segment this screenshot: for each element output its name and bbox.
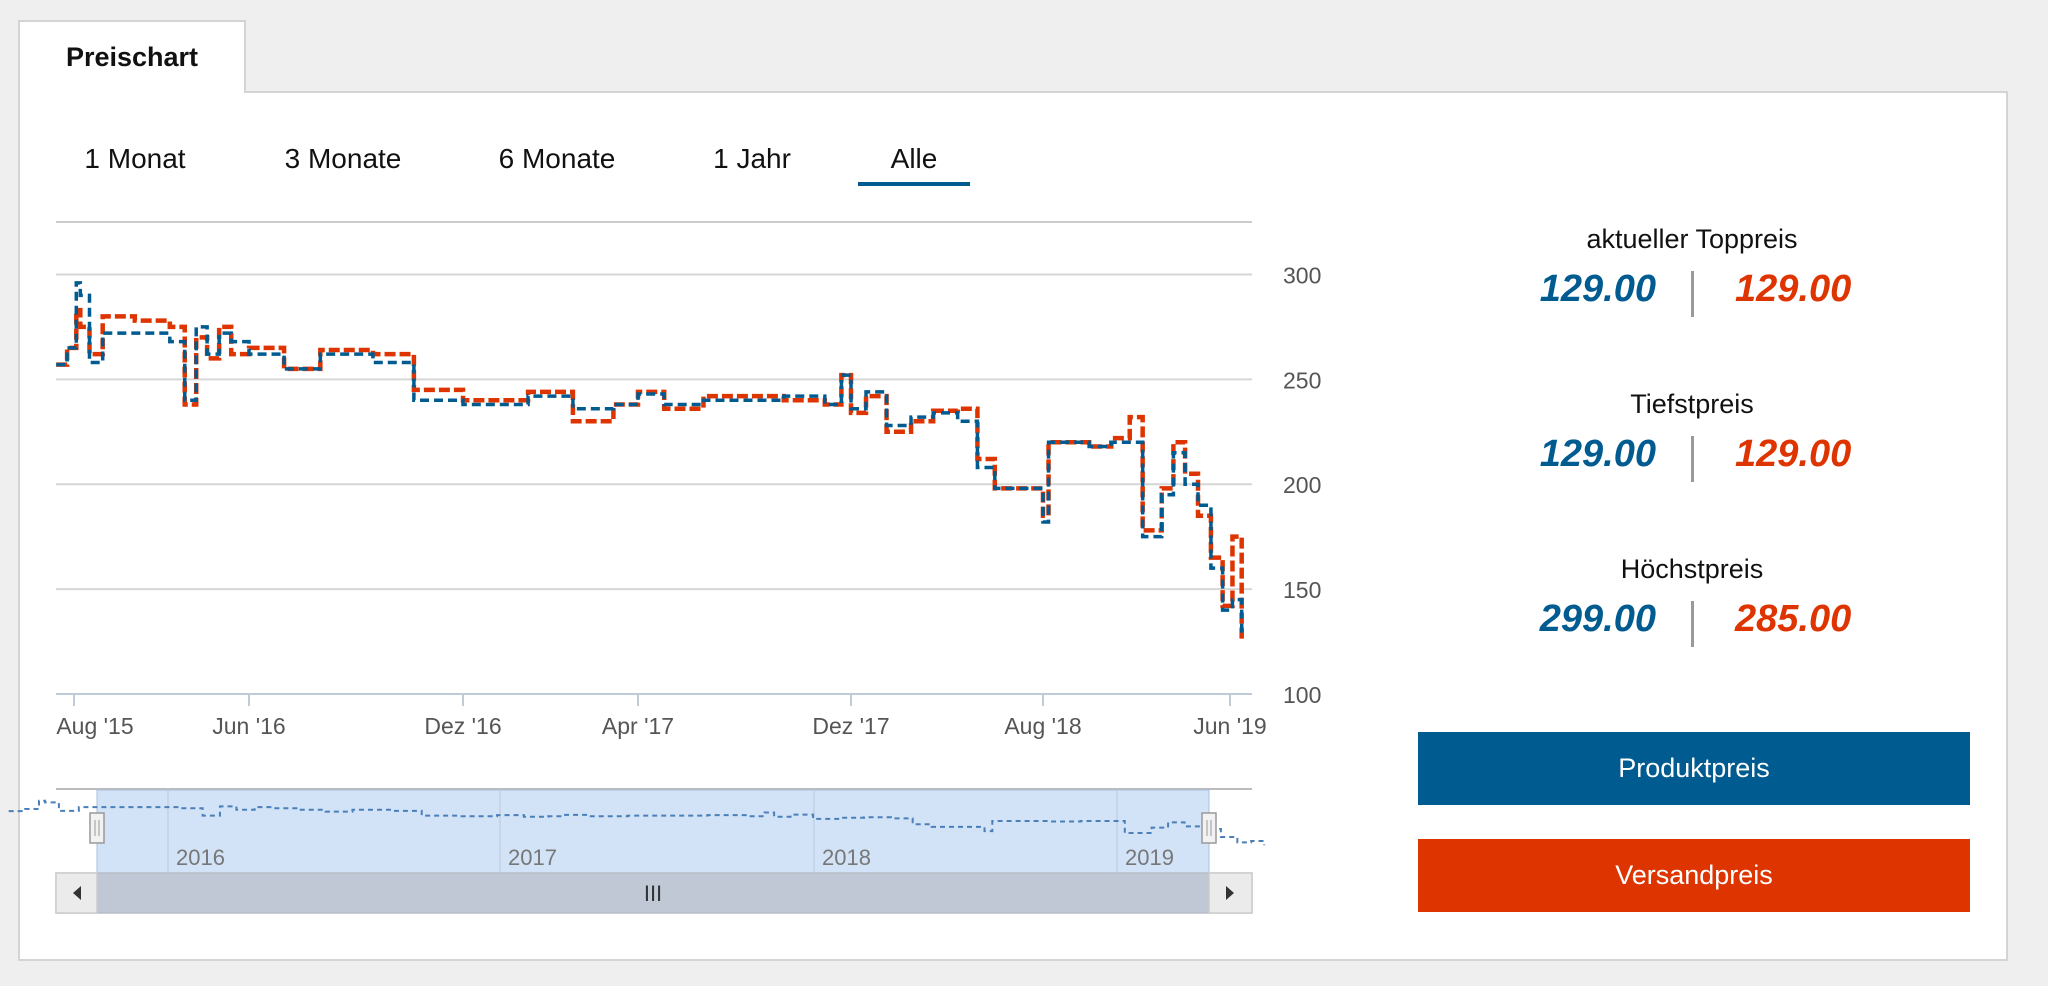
scroll-left-arrow-icon bbox=[73, 886, 81, 900]
active-range-indicator bbox=[858, 182, 970, 186]
versandpreis-button[interactable]: Versandpreis bbox=[1418, 839, 1970, 912]
navigator-series-line bbox=[8, 799, 1266, 846]
toppreis-product-value: 129.00 bbox=[1539, 268, 1656, 310]
tiefstpreis-product-value: 129.00 bbox=[1539, 433, 1656, 475]
navigator-year-label: 2017 bbox=[508, 845, 557, 870]
navigator-left-handle[interactable] bbox=[89, 812, 105, 844]
toppreis-label: aktueller Toppreis bbox=[1586, 224, 1798, 254]
range-1-monat-button[interactable]: 1 Monat bbox=[84, 143, 186, 174]
range-1-jahr-button[interactable]: 1 Jahr bbox=[713, 143, 791, 174]
hoechstpreis-product-value: 299.00 bbox=[1539, 598, 1656, 640]
x-tick-label: Jun '19 bbox=[1193, 713, 1266, 739]
range-3-monate-button[interactable]: 3 Monate bbox=[284, 143, 402, 174]
x-tick-label: Dez '16 bbox=[424, 713, 501, 739]
tiefstpreis-shipping-value: 129.00 bbox=[1735, 433, 1852, 475]
y-tick-label: 250 bbox=[1283, 367, 1321, 393]
y-tick-label: 300 bbox=[1283, 262, 1321, 288]
x-tick-label: Jun '16 bbox=[212, 713, 285, 739]
series-line-product bbox=[56, 281, 1244, 634]
toppreis-shipping-value: 129.00 bbox=[1735, 268, 1852, 310]
navigator-year-label: 2016 bbox=[176, 845, 225, 870]
scrollbar-grip: III bbox=[644, 881, 662, 906]
x-tick-label: Apr '17 bbox=[602, 713, 674, 739]
hoechstpreis-shipping-value: 285.00 bbox=[1735, 598, 1852, 640]
y-tick-label: 100 bbox=[1283, 682, 1321, 708]
x-tick-label: Aug '18 bbox=[1004, 713, 1081, 739]
y-tick-label: 150 bbox=[1283, 577, 1321, 603]
x-tick-label: Dez '17 bbox=[812, 713, 889, 739]
x-tick-label: Aug '15 bbox=[56, 713, 133, 739]
tiefstpreis-label: Tiefstpreis bbox=[1630, 389, 1754, 419]
navigator-selection bbox=[96, 789, 1210, 874]
navigator-year-label: 2019 bbox=[1125, 845, 1174, 870]
range-6-monate-button[interactable]: 6 Monate bbox=[498, 143, 616, 174]
series-line-shipping bbox=[56, 307, 1244, 642]
tab-preischart[interactable]: Preischart bbox=[18, 20, 246, 93]
scrollbar-thumb[interactable] bbox=[96, 872, 1210, 914]
scroll-right-arrow-icon bbox=[1226, 886, 1234, 900]
produktpreis-button[interactable]: Produktpreis bbox=[1418, 732, 1970, 805]
toppreis-separator bbox=[1691, 271, 1694, 317]
range-alle-button[interactable]: Alle bbox=[890, 143, 938, 174]
tiefstpreis-separator bbox=[1691, 436, 1694, 482]
navigator-right-handle[interactable] bbox=[1201, 812, 1217, 844]
hoechstpreis-label: Höchstpreis bbox=[1620, 554, 1764, 584]
hoechstpreis-separator bbox=[1691, 601, 1694, 647]
y-tick-label: 200 bbox=[1283, 472, 1321, 498]
navigator-year-label: 2018 bbox=[822, 845, 871, 870]
